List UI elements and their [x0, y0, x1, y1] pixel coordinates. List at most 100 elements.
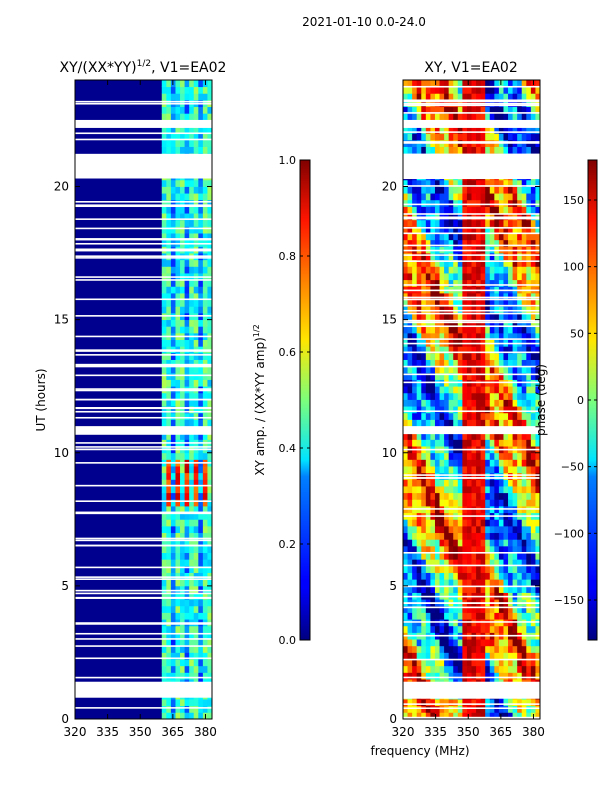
heatmap-cell [494, 539, 500, 547]
heatmap-cell [444, 565, 450, 573]
heatmap-cell [489, 439, 495, 447]
heatmap-cell [476, 605, 482, 613]
heatmap-cell [521, 386, 527, 394]
heatmap-cell [508, 559, 513, 567]
heatmap-cell [453, 113, 459, 121]
heatmap-cell [462, 259, 468, 267]
heatmap-cell [471, 572, 477, 580]
flagged-line [403, 410, 540, 413]
heatmap-cell [444, 639, 450, 647]
heatmap-cell [517, 392, 523, 400]
heatmap-cell [407, 672, 413, 680]
heatmap-cell [453, 193, 459, 201]
heatmap-cell [512, 106, 518, 114]
heatmap-cell [193, 599, 199, 607]
heatmap-cell [425, 372, 431, 380]
heatmap-cell [175, 319, 181, 327]
heatmap-cell [430, 559, 436, 567]
heatmap-cell [512, 80, 518, 88]
heatmap-cell [466, 479, 472, 487]
heatmap-cell [416, 279, 422, 287]
heatmap-cell [530, 266, 536, 274]
heatmap-cell [416, 572, 422, 580]
heatmap-cell [416, 133, 422, 141]
heatmap-cell [526, 266, 532, 274]
heatmap-cell [161, 86, 167, 94]
heatmap-cell [198, 213, 204, 221]
heatmap-cell [498, 406, 504, 414]
heatmap-cell [434, 645, 440, 653]
heatmap-cell [494, 133, 500, 141]
heatmap-cell [453, 279, 459, 287]
heatmap-cell [521, 306, 527, 314]
heatmap-cell [530, 525, 536, 534]
heatmap-cell [170, 226, 176, 234]
heatmap-cell [202, 213, 208, 221]
heatmap-cell [448, 233, 454, 241]
heatmap-cell [498, 146, 504, 154]
heatmap-cell [430, 459, 436, 467]
heatmap-cell [444, 539, 450, 547]
heatmap-cell [457, 705, 463, 713]
heatmap-cell [521, 86, 527, 94]
heatmap-cell [412, 659, 418, 667]
heatmap-cell [180, 486, 185, 494]
flagged-line [75, 407, 212, 409]
heatmap-cell [471, 699, 477, 707]
heatmap-cell [526, 479, 532, 487]
heatmap-cell [412, 226, 418, 234]
heatmap-cell [535, 519, 540, 527]
heatmap-cell [207, 612, 212, 620]
heatmap-cell [202, 133, 208, 141]
heatmap-cell [207, 579, 212, 587]
heatmap-cell [503, 359, 509, 367]
heatmap-cell [170, 319, 176, 327]
heatmap-cell [526, 253, 532, 261]
heatmap-cell [480, 672, 486, 680]
heatmap-cell [439, 332, 445, 340]
heatmap-cell [448, 532, 454, 540]
heatmap-cell [189, 412, 195, 420]
heatmap-cell [202, 525, 208, 534]
heatmap-cell [425, 652, 431, 660]
heatmap-cell [444, 612, 450, 620]
heatmap-cell [444, 525, 450, 534]
heatmap-cell [189, 506, 195, 514]
heatmap-cell [485, 672, 491, 680]
heatmap-cell [430, 346, 436, 354]
heatmap-cell [434, 652, 440, 660]
heatmap-cell [180, 179, 185, 187]
heatmap-cell [462, 399, 468, 407]
heatmap-cell [512, 652, 518, 660]
heatmap-cell [480, 705, 486, 713]
flagged-line [75, 597, 212, 599]
heatmap-cell [425, 432, 431, 440]
heatmap-cell [521, 659, 527, 667]
heatmap-cell [489, 80, 495, 88]
heatmap-cell [439, 226, 445, 234]
heatmap-cell [530, 332, 536, 340]
heatmap-cell [453, 459, 459, 467]
heatmap-cell [498, 332, 504, 340]
heatmap-cell [480, 306, 486, 314]
heatmap-cell [498, 645, 504, 653]
heatmap-cell [462, 439, 468, 447]
heatmap-cell [198, 193, 204, 201]
heatmap-cell [166, 545, 172, 553]
heatmap-cell [416, 359, 422, 367]
heatmap-cell [412, 293, 418, 301]
heatmap-cell [189, 199, 195, 207]
heatmap-cell [471, 359, 477, 367]
heatmap-cell [412, 113, 418, 121]
heatmap-cell [416, 585, 422, 593]
heatmap-cell [439, 645, 445, 653]
heatmap-cell [485, 133, 491, 141]
heatmap-cell [462, 186, 468, 194]
heatmap-cell [421, 239, 427, 247]
heatmap-cell [526, 332, 532, 340]
heatmap-cell [439, 532, 445, 540]
heatmap-cell [444, 705, 450, 713]
heatmap-cell [207, 392, 212, 400]
heatmap-cell [421, 652, 427, 660]
heatmap-cell [471, 705, 477, 713]
